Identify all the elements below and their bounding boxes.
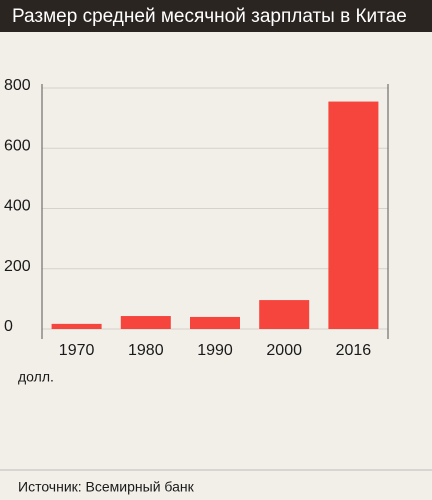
x-tick-label: 1980 [128,342,164,359]
unit-label: долл. [18,369,54,385]
source: Источник: Всемирный банк [18,479,195,495]
bar [120,316,171,329]
chart-title: Размер средней месячной зарплаты в Китае [12,6,407,27]
title-bar [0,0,432,32]
bar [190,316,240,329]
y-tick-label: 400 [4,198,31,215]
y-tick-label: 0 [4,318,13,335]
bar [328,101,379,330]
x-tick-label: 2000 [266,342,302,359]
y-tick-label: 200 [4,258,31,275]
x-tick-label: 2016 [336,342,372,359]
x-tick-label: 1990 [197,342,233,359]
x-tick-label: 1970 [59,342,95,359]
bar [51,323,102,329]
bar [259,300,310,329]
y-tick-label: 800 [4,77,31,94]
y-tick-label: 600 [4,137,31,154]
